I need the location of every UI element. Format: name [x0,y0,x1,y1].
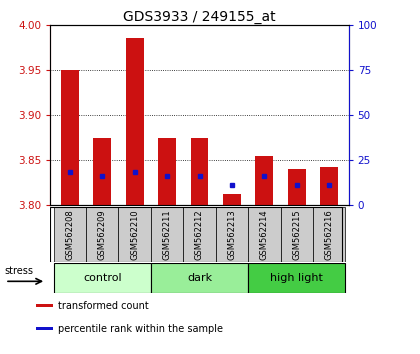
Bar [313,207,345,262]
Text: GSM562209: GSM562209 [98,209,107,260]
Bar [255,156,273,205]
Text: GSM562211: GSM562211 [163,209,172,260]
Bar [151,263,248,293]
Bar [93,138,111,205]
Text: stress: stress [4,266,33,276]
Text: GSM562212: GSM562212 [195,209,204,260]
Bar [223,194,241,205]
Text: transformed count: transformed count [58,301,149,311]
Bar [288,169,306,205]
Text: GSM562214: GSM562214 [260,209,269,260]
Text: GSM562210: GSM562210 [130,209,139,260]
Text: GSM562208: GSM562208 [66,209,74,260]
Bar [281,207,313,262]
Bar [248,263,345,293]
Bar [126,38,144,205]
Bar [54,207,86,262]
Bar [61,70,79,205]
Text: GSM562216: GSM562216 [325,209,333,260]
Bar [118,207,151,262]
Bar [191,138,208,205]
Bar [36,327,53,330]
Bar [54,263,151,293]
Bar [183,207,216,262]
Text: high light: high light [270,273,323,283]
Bar [36,304,53,307]
Bar [158,138,176,205]
Text: GSM562213: GSM562213 [227,209,236,260]
Text: dark: dark [187,273,212,283]
Text: control: control [83,273,121,283]
Bar [216,207,248,262]
Text: percentile rank within the sample: percentile rank within the sample [58,324,223,334]
Text: GSM562215: GSM562215 [292,209,301,260]
Bar [151,207,183,262]
Title: GDS3933 / 249155_at: GDS3933 / 249155_at [123,10,276,24]
Bar [248,207,281,262]
Bar [320,166,338,205]
Bar [86,207,118,262]
